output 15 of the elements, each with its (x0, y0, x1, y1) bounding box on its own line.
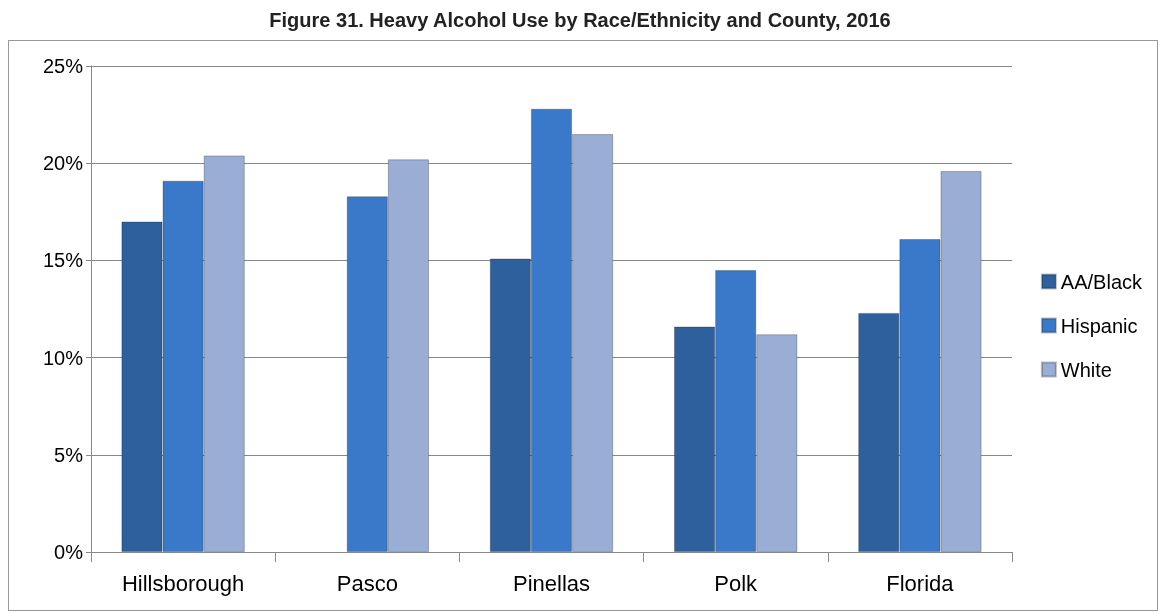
x-tick-label: Hillsborough (121, 570, 245, 596)
y-tick-label: 20% (42, 152, 84, 175)
legend-label: AA/Black (1060, 270, 1143, 293)
x-tick-label: Pasco (336, 570, 398, 596)
y-tick-label: 5% (54, 443, 84, 466)
x-tick-label: Polk (714, 570, 759, 596)
legend-label: White (1060, 358, 1112, 381)
chart-title: Figure 31. Heavy Alcohol Use by Race/Ethnicity and County, 2016 (268, 8, 892, 33)
x-tick-label: Pinellas (512, 570, 591, 596)
legend-label: Hispanic (1060, 314, 1138, 337)
y-tick-label: 15% (42, 249, 84, 272)
y-tick-label: 10% (42, 346, 84, 369)
x-tick-label: Florida (886, 570, 955, 596)
y-tick-label: 25% (42, 55, 84, 77)
y-tick-label: 0% (54, 541, 84, 563)
